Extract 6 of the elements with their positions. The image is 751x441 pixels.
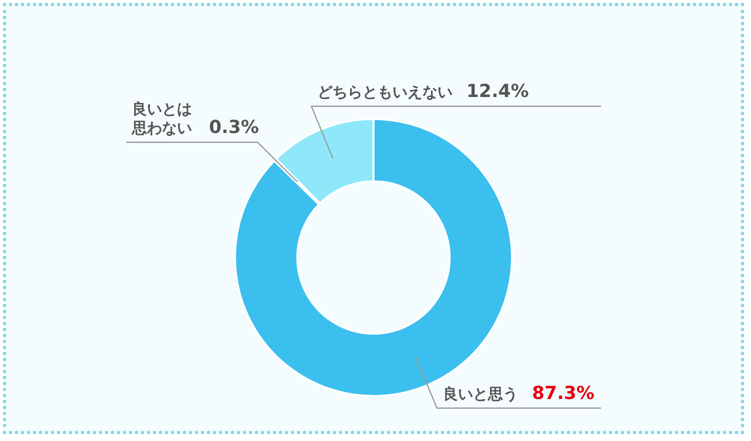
data-label: 87.3%: [532, 383, 594, 404]
slice-label: 良いとは思わない: [132, 100, 193, 138]
data-label: 12.4%: [466, 81, 529, 102]
data-label: 0.3%: [209, 117, 259, 138]
slice-label: 良いと思う: [443, 385, 518, 404]
slice-label: どちらともいえない: [317, 83, 452, 102]
